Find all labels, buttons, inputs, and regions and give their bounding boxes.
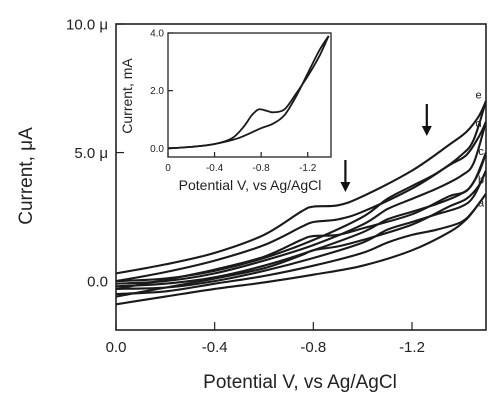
main-plot-frame [115,23,487,331]
curve-a-reverse-scan [116,193,486,296]
main-x-axis-label: Potential V, vs Ag/AgCl [203,372,397,393]
scan-arrow-head [421,126,432,136]
main-x-tick-label: -0.4 [202,339,228,356]
inset-y-tick-label: 4.0 [150,29,164,40]
main-plot: 0.0 -0.4 -0.8 -1.2 0.0 5.0 μ 10.0 μ Potential V… [16,16,487,393]
inset-y-axis-label: Current, mA [119,58,135,134]
main-x-tick-label: 0.0 [106,339,127,356]
inset-plot: 0 -0.4 -0.8 -1.2 0.0 2.0 4.0 Potential V, vs Ag… [119,29,332,193]
inset-curves [168,35,330,150]
inset-y-tick-label: 2.0 [150,86,164,97]
curve-e-forward-scan [116,100,486,275]
curve-label-a: a [478,198,485,210]
main-y-tick-label: 10.0 μ [66,16,108,33]
curve-label-c: c [478,146,484,158]
main-x-tick-label: -1.2 [399,339,425,356]
inset-y-tick-label: 0.0 [150,144,164,155]
main-y-tick-label: 0.0 [87,273,108,290]
main-y-tick-label: 5.0 μ [74,145,108,162]
curve-d-reverse-scan [116,121,486,285]
scan-arrow-head [340,182,351,192]
inset-x-tick-label: 0 [165,163,171,174]
curve-e-reverse-scan [116,100,486,283]
inset-x-tick-label: -0.8 [253,163,271,174]
curve-c-reverse-scan [116,152,486,288]
main-curves [116,100,486,306]
curve-label-b: b [478,174,484,186]
curve-b-reverse-scan [116,170,486,290]
curve-d-forward-scan [116,121,486,283]
curve-b-forward-scan [116,170,486,298]
inset-plot-frame [167,32,332,158]
main-x-tick-label: -0.8 [300,339,326,356]
inset-curve-reverse-scan [168,35,330,150]
main-y-axis-label: Current, μA [16,127,37,225]
inset-x-tick-label: -1.2 [299,163,317,174]
curve-label-d: d [476,118,482,130]
inset-x-tick-label: -0.4 [206,163,224,174]
inset-x-axis-label: Potential V, vs Ag/AgCl [179,177,322,193]
curve-label-e: e [476,90,482,102]
